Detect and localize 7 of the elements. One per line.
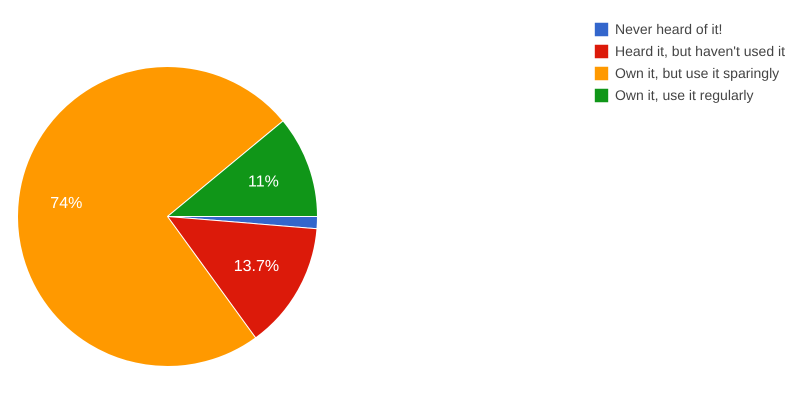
data-label: 13.7% — [234, 258, 280, 275]
legend-label: Heard it, but haven't used it — [615, 43, 785, 59]
data-label: 11% — [248, 173, 279, 190]
legend-label: Own it, use it regularly — [615, 87, 754, 103]
legend-label: Never heard of it! — [615, 21, 722, 37]
data-label: 74% — [50, 195, 82, 212]
legend-label: Own it, but use it sparingly — [615, 65, 780, 81]
